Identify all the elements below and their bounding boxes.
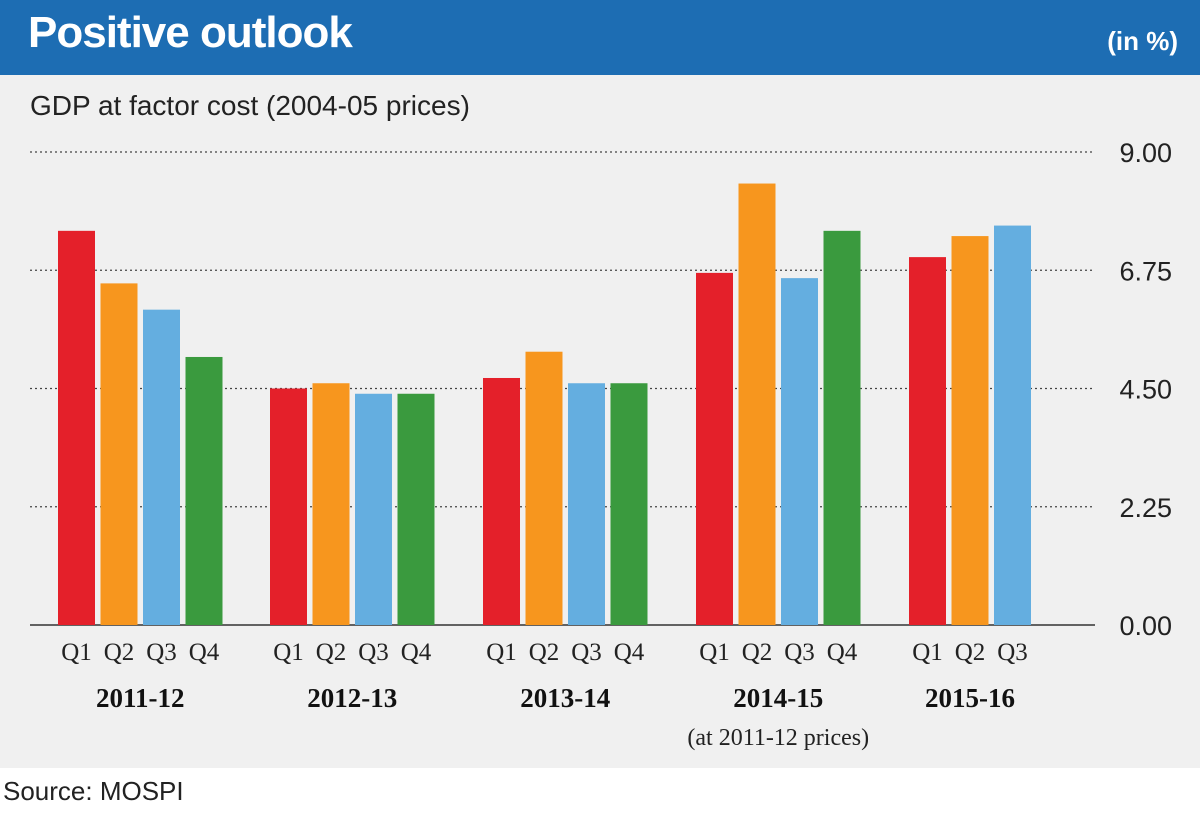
title-bar: Positive outlook (in %) <box>0 0 1200 75</box>
quarter-label: Q1 <box>486 639 517 666</box>
year-label: 2014-15 <box>733 683 823 713</box>
quarter-label: Q3 <box>784 639 815 666</box>
quarter-label: Q4 <box>189 639 220 666</box>
bar-2013-14-Q4 <box>610 383 648 625</box>
quarter-label: Q3 <box>571 639 602 666</box>
price-basis-note: (at 2011-12 prices) <box>687 725 869 751</box>
quarter-label: Q2 <box>104 639 135 666</box>
bar-2012-13-Q3 <box>355 393 392 625</box>
bar-2013-14-Q3 <box>568 383 605 625</box>
unit-label: (in %) <box>1107 26 1178 56</box>
chart-subtitle: GDP at factor cost (2004-05 prices) <box>30 90 470 121</box>
bar-2014-15-Q3 <box>781 278 818 625</box>
y-tick-label: 6.75 <box>1119 256 1172 286</box>
quarter-label: Q2 <box>529 639 560 666</box>
quarter-label: Q4 <box>401 639 432 666</box>
bar-2014-15-Q4 <box>823 230 861 626</box>
y-tick-label: 9.00 <box>1119 138 1172 168</box>
bar-2011-12-Q3 <box>143 309 180 625</box>
quarter-label: Q4 <box>827 639 858 666</box>
bar-2014-15-Q2 <box>738 183 776 626</box>
bar-2012-13-Q2 <box>312 383 350 625</box>
quarter-label: Q4 <box>614 639 645 666</box>
year-label: 2012-13 <box>307 683 397 713</box>
bar-2014-15-Q1 <box>696 272 733 625</box>
quarter-label: Q1 <box>912 639 943 666</box>
bar-2011-12-Q4 <box>185 356 223 625</box>
bar-2015-16-Q1 <box>909 257 946 625</box>
chart-title: Positive outlook <box>28 8 353 57</box>
year-label: 2015-16 <box>925 683 1015 713</box>
bar-2011-12-Q2 <box>100 283 138 625</box>
bar-2012-13-Q4 <box>397 393 435 625</box>
quarter-label: Q2 <box>955 639 986 666</box>
bar-2012-13-Q1 <box>270 388 307 625</box>
quarter-label: Q3 <box>997 639 1028 666</box>
bar-2013-14-Q1 <box>483 377 520 625</box>
bar-2011-12-Q1 <box>58 230 95 626</box>
y-tick-label: 0.00 <box>1119 611 1172 641</box>
quarter-label: Q1 <box>273 639 304 666</box>
source-note: Source: MOSPI <box>3 776 184 806</box>
quarter-label: Q2 <box>316 639 347 666</box>
quarter-label: Q2 <box>742 639 773 666</box>
year-label: 2011-12 <box>96 683 185 713</box>
quarter-label: Q1 <box>699 639 730 666</box>
quarter-label: Q3 <box>358 639 389 666</box>
quarter-label: Q1 <box>61 639 92 666</box>
bar-2015-16-Q2 <box>951 236 989 626</box>
bar-2015-16-Q3 <box>994 225 1031 626</box>
bar-2013-14-Q2 <box>525 351 563 625</box>
quarter-label: Q3 <box>146 639 177 666</box>
year-label: 2013-14 <box>520 683 610 713</box>
y-tick-label: 4.50 <box>1119 375 1172 405</box>
y-tick-label: 2.25 <box>1119 493 1172 523</box>
